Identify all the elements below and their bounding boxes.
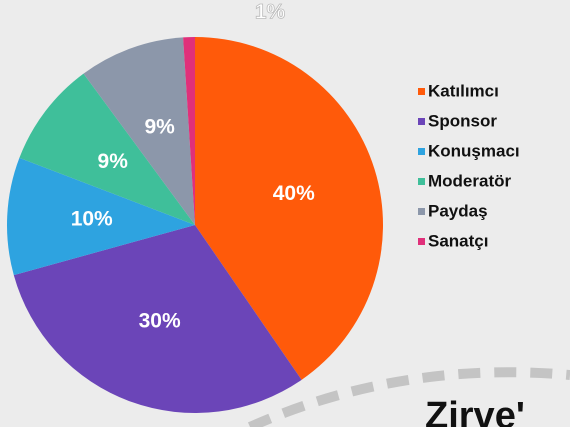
legend-label: Sponsor <box>428 111 497 130</box>
legend-label: Katılımcı <box>428 81 499 100</box>
legend-swatch <box>418 178 425 185</box>
pie-slice <box>13 225 302 413</box>
value-label: 9% <box>98 150 129 173</box>
legend-label: Konuşmacı <box>428 141 520 160</box>
decoration-arc <box>247 367 570 427</box>
value-label: 9% <box>144 115 175 138</box>
legend-swatch <box>418 238 425 245</box>
legend-swatch <box>418 148 425 155</box>
pie-slice <box>195 37 383 380</box>
legend-swatch <box>418 118 425 125</box>
annotation: Zirve' <box>425 395 525 427</box>
legend-swatch <box>418 208 425 215</box>
legend-label: Paydaş <box>428 201 488 220</box>
pie-slice <box>83 37 195 225</box>
value-label: 1% <box>255 1 286 24</box>
pie-slice <box>183 37 195 225</box>
value-label: 30% <box>139 310 181 333</box>
pie-slice <box>7 157 196 276</box>
value-label: 40% <box>273 182 315 205</box>
legend-label: Sanatçı <box>428 231 488 250</box>
legend-swatch <box>418 88 425 95</box>
value-label: 10% <box>71 208 113 231</box>
pie-slice <box>19 73 195 225</box>
legend-label: Moderatör <box>428 171 512 190</box>
